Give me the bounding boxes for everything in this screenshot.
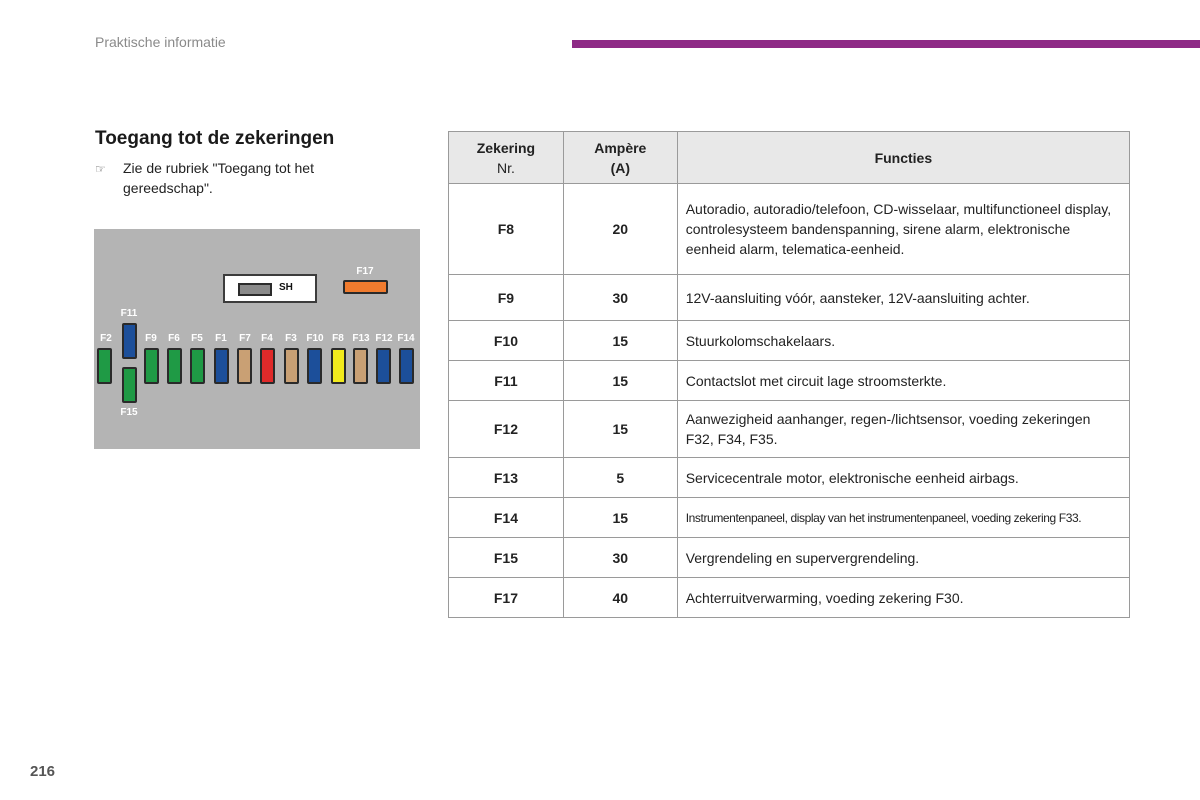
fuse-function: Instrumentenpaneel, display van het inst… (676, 497, 1131, 538)
fuse-amperage: 15 (562, 497, 678, 538)
fuse-amperage: 15 (562, 320, 678, 361)
fuse-number: F10 (448, 320, 564, 361)
column-header-fuse-sub: Nr. (496, 159, 515, 176)
table-row: F8 20 Autoradio, autoradio/telefoon, CD-… (448, 183, 1131, 275)
sh-shunt-holder: SH (223, 274, 317, 303)
fuse-label: F6 (168, 333, 180, 344)
fuse-function: Autoradio, autoradio/telefoon, CD-wissel… (676, 183, 1131, 275)
fuse-function: 12V-aansluiting vóór, aansteker, 12V-aan… (676, 274, 1131, 321)
fuse-label: F7 (239, 333, 251, 344)
fuse-f12 (376, 348, 391, 384)
header-accent-bar (572, 40, 1200, 48)
table-row: F13 5 Servicecentrale motor, elektronisc… (448, 457, 1131, 498)
fuse-label: F11 (120, 308, 138, 319)
fuse-table: Zekering Nr. Ampère (A) Functies F8 20 A… (448, 131, 1131, 618)
fuse-label: F8 (332, 333, 344, 344)
fuse-function: Stuurkolomschakelaars. (676, 320, 1131, 361)
fuse-number: F12 (448, 400, 564, 458)
fuse-label: F9 (145, 333, 157, 344)
column-header-fuse-title: Zekering (476, 139, 536, 156)
fuse-label: F4 (261, 333, 273, 344)
sh-label: SH (279, 282, 293, 293)
fuse-function: Achterruitverwarming, voeding zekering F… (676, 577, 1131, 618)
instruction: ☞ Zie de rubriek "Toegang tot het gereed… (95, 158, 395, 198)
table-row: F9 30 12V-aansluiting vóór, aansteker, 1… (448, 274, 1131, 321)
fuse-f14 (399, 348, 414, 384)
table-row: F10 15 Stuurkolomschakelaars. (448, 320, 1131, 361)
column-header-fuse: Zekering Nr. (448, 131, 564, 184)
sh-shunt (238, 283, 272, 296)
fuse-label: F2 (100, 333, 112, 344)
fuse-amperage: 30 (562, 274, 678, 321)
fuse-number: F8 (448, 183, 564, 275)
column-header-amp: Ampère (A) (562, 131, 678, 184)
fuse-function: Vergrendeling en supervergrendeling. (676, 537, 1131, 578)
fuse-f11 (122, 323, 137, 359)
fuse-f6 (167, 348, 182, 384)
table-row: F15 30 Vergrendeling en supervergrendeli… (448, 537, 1131, 578)
page-number: 216 (30, 763, 56, 780)
fuse-amperage: 30 (562, 537, 678, 578)
fuse-label: F13 (352, 333, 370, 344)
instruction-text: Zie de rubriek "Toegang tot het gereedsc… (123, 160, 314, 196)
fuse-amperage: 15 (562, 400, 678, 458)
column-header-functions-title: Functies (874, 149, 933, 166)
fuse-f2 (97, 348, 112, 384)
fuse-number: F17 (448, 577, 564, 618)
fuse-f9 (144, 348, 159, 384)
fuse-f15 (122, 367, 137, 403)
fuse-number: F13 (448, 457, 564, 498)
fuse-label: F14 (397, 333, 415, 344)
fuse-f3 (284, 348, 299, 384)
fuse-label: F10 (306, 333, 324, 344)
running-header: Praktische informatie (95, 34, 226, 50)
pointing-hand-icon: ☞ (95, 162, 106, 176)
fuse-label: F5 (191, 333, 203, 344)
fuse-f17 (343, 280, 388, 294)
table-row: F17 40 Achterruitverwarming, voeding zek… (448, 577, 1131, 618)
fuse-f8 (331, 348, 346, 384)
fuse-f4 (260, 348, 275, 384)
table-row: F12 15 Aanwezigheid aanhanger, regen-/li… (448, 400, 1131, 458)
table-header-row: Zekering Nr. Ampère (A) Functies (448, 131, 1131, 184)
fuse-amperage: 40 (562, 577, 678, 618)
fuse-f5 (190, 348, 205, 384)
fuse-number: F14 (448, 497, 564, 538)
fuse-f7 (237, 348, 252, 384)
column-header-amp-unit: (A) (610, 159, 630, 176)
table-row: F14 15 Instrumentenpaneel, display van h… (448, 497, 1131, 538)
fuse-f10 (307, 348, 322, 384)
fuse-box-diagram: SH F17 F2 F11 F15 F9 F6 F5 F1 F7 F4 F3 F… (94, 229, 420, 449)
fuse-amperage: 20 (562, 183, 678, 275)
fuse-number: F11 (448, 360, 564, 401)
fuse-label: F3 (285, 333, 297, 344)
fuse-amperage: 15 (562, 360, 678, 401)
fuse-function: Aanwezigheid aanhanger, regen-/lichtsens… (676, 400, 1131, 458)
fuse-label: F12 (375, 333, 393, 344)
fuse-label: F17 (356, 266, 374, 277)
section-title: Toegang tot de zekeringen (95, 128, 335, 149)
fuse-label: F1 (215, 333, 227, 344)
fuse-number: F9 (448, 274, 564, 321)
column-header-functions: Functies (676, 131, 1131, 184)
fuse-function: Servicecentrale motor, elektronische een… (676, 457, 1131, 498)
fuse-f13 (353, 348, 368, 384)
fuse-label: F15 (120, 407, 138, 418)
fuse-f1 (214, 348, 229, 384)
fuse-function: Contactslot met circuit lage stroomsterk… (676, 360, 1131, 401)
table-row: F11 15 Contactslot met circuit lage stro… (448, 360, 1131, 401)
fuse-amperage: 5 (562, 457, 678, 498)
fuse-number: F15 (448, 537, 564, 578)
column-header-amp-title: Ampère (594, 139, 647, 156)
